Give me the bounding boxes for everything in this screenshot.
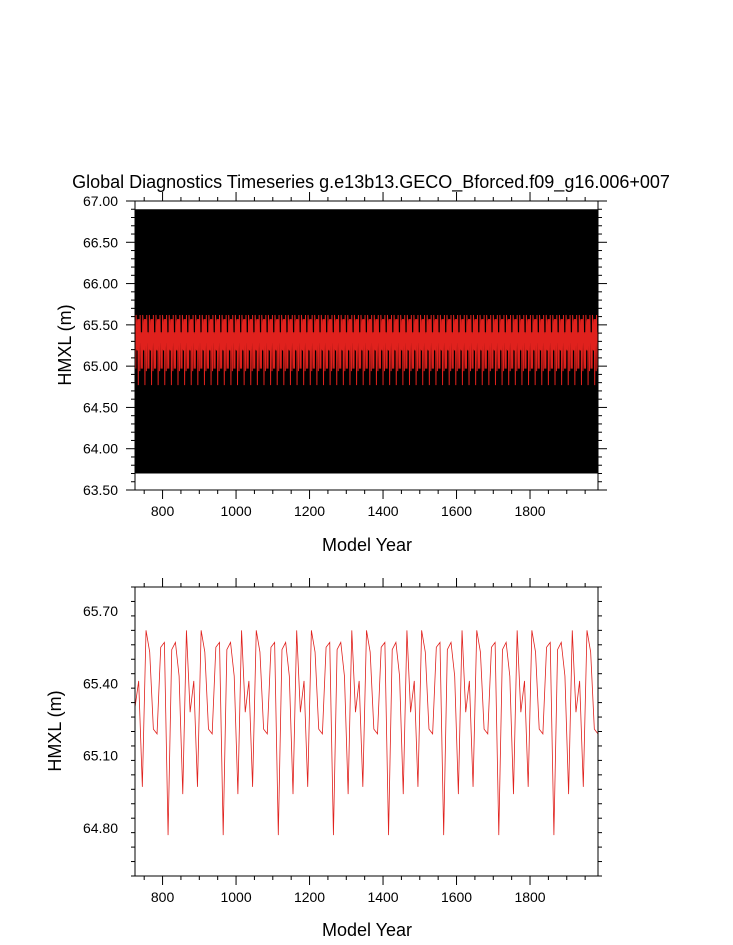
top-panel-title: Global Diagnostics Timeseries g.e13b13.G… xyxy=(72,172,670,193)
bottom-panel-frame xyxy=(134,586,599,877)
top-panel-xlabel: Model Year xyxy=(322,535,412,555)
top-ytick-label: 64.00 xyxy=(83,441,118,457)
top-panel: Global Diagnostics Timeseries g.e13b13.G… xyxy=(55,172,670,555)
top-xtick-label: 1800 xyxy=(514,503,545,519)
top-panel-series xyxy=(134,209,599,474)
top-xtick-label: 1600 xyxy=(441,503,472,519)
bottom-panel-series xyxy=(134,630,599,836)
top-panel-frame xyxy=(134,200,599,491)
top-ytick-label: 67.00 xyxy=(83,193,118,209)
bottom-panel-xlabel: Model Year xyxy=(322,920,412,940)
top-ytick-label: 65.00 xyxy=(83,358,118,374)
bottom-xtick-label: 1800 xyxy=(514,889,545,905)
top-xtick-label: 800 xyxy=(151,503,175,519)
bottom-series-line xyxy=(134,630,599,836)
top-ytick-label: 65.50 xyxy=(83,317,118,333)
bottom-xtick-label: 1600 xyxy=(441,889,472,905)
bottom-xtick-label: 1000 xyxy=(220,889,251,905)
bottom-ytick-label: 64.80 xyxy=(83,820,118,836)
top-panel-ylabel: HMXL (m) xyxy=(55,304,75,385)
bottom-xtick-label: 800 xyxy=(151,889,175,905)
top-xtick-label: 1400 xyxy=(367,503,398,519)
bottom-xtick-label: 1200 xyxy=(294,889,325,905)
top-xtick-label: 1200 xyxy=(294,503,325,519)
bottom-xtick-label: 1400 xyxy=(367,889,398,905)
bottom-ytick-label: 65.40 xyxy=(83,675,118,691)
top-series-annual-line xyxy=(134,314,599,386)
top-ytick-label: 64.50 xyxy=(83,399,118,415)
top-xtick-label: 1000 xyxy=(220,503,251,519)
bottom-panel: 800 1000 1200 1400 1600 1800 64.80 65.10 65.40 65… xyxy=(45,578,602,940)
bottom-panel-ylabel: HMXL (m) xyxy=(45,690,65,771)
top-series-monthly-line xyxy=(134,209,599,474)
bottom-ytick-label: 65.70 xyxy=(83,603,118,619)
top-ytick-label: 63.50 xyxy=(83,482,118,498)
bottom-panel-ticks: 800 1000 1200 1400 1600 1800 64.80 65.10 65.40 65… xyxy=(83,578,602,905)
top-ytick-label: 66.00 xyxy=(83,276,118,292)
top-panel-ticks: 800 1000 1200 1400 1600 1800 63.50 64.00 64.50 65… xyxy=(83,192,607,519)
bottom-ytick-label: 65.10 xyxy=(83,748,118,764)
top-ytick-label: 66.50 xyxy=(83,234,118,250)
